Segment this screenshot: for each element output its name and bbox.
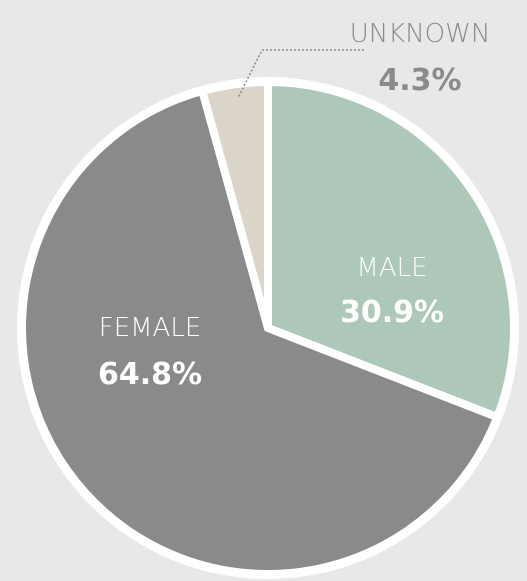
labels: MALE 30.9% FEMALE 64.8% UNKNOWN 4.3%	[98, 19, 490, 392]
pie-slice	[264, 77, 518, 423]
category-label: UNKNOWN	[350, 19, 491, 49]
leader-line	[237, 49, 364, 99]
pie	[17, 77, 519, 579]
category-label: FEMALE	[99, 313, 202, 343]
category-label: MALE	[356, 253, 427, 283]
pie-slice	[18, 85, 503, 578]
pie-slice	[197, 77, 272, 330]
value-label: 64.8%	[98, 357, 202, 392]
value-label: 4.3%	[378, 63, 461, 98]
value-label: 30.9%	[340, 295, 444, 330]
